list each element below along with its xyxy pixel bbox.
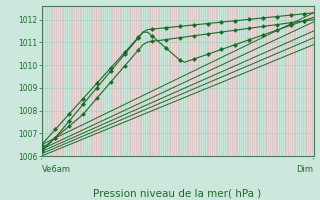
Text: Pression niveau de la mer( hPa ): Pression niveau de la mer( hPa ) — [93, 189, 262, 199]
Text: Dim: Dim — [297, 165, 314, 174]
Text: Ve6am: Ve6am — [42, 165, 71, 174]
